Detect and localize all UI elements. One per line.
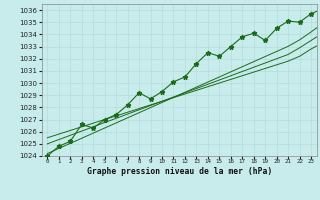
X-axis label: Graphe pression niveau de la mer (hPa): Graphe pression niveau de la mer (hPa) <box>87 167 272 176</box>
